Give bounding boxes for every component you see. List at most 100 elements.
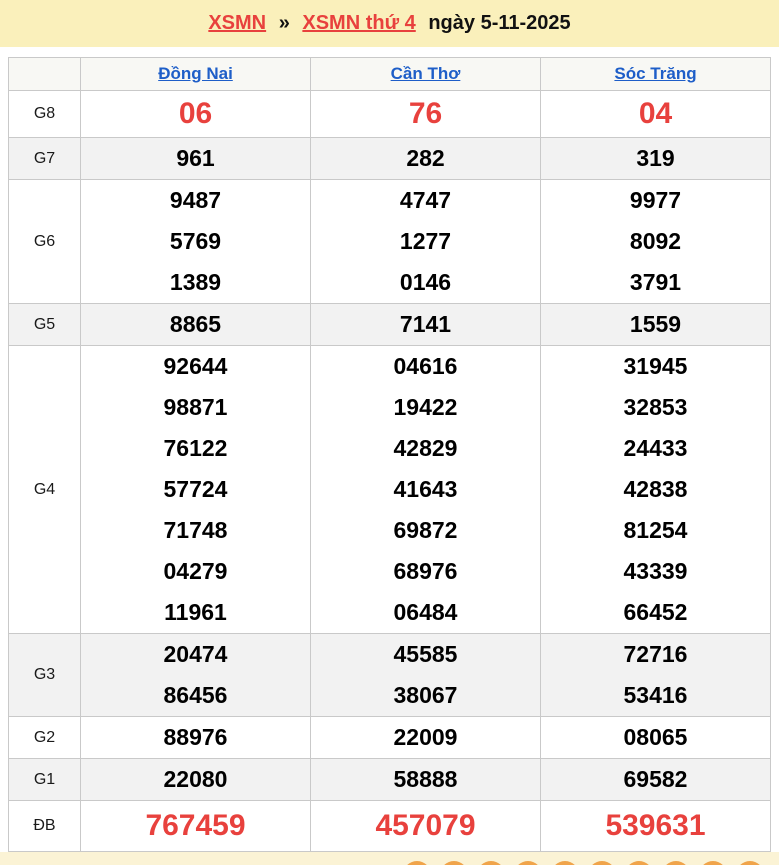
prize-cell-G1-col0: 22080 <box>80 758 311 801</box>
loto-ball <box>477 861 505 865</box>
prize-row-G1: G1 22080 58888 69582 <box>8 758 771 801</box>
prize-cell-G2-col1: 22009 <box>310 716 541 759</box>
prize-cell-G1-col2: 69582 <box>540 758 771 801</box>
prize-number: 76122 <box>163 435 228 461</box>
prize-row-G2: G2 88976 22009 08065 <box>8 716 771 759</box>
loto-ball <box>514 861 542 865</box>
prize-number: 8865 <box>169 311 222 337</box>
prize-cell-G6-col1: 4747 1277 0146 <box>310 179 541 304</box>
prize-number: 5769 <box>169 228 222 254</box>
prize-cell-G5-col1: 7141 <box>310 303 541 346</box>
loto-ball <box>699 861 727 865</box>
page-title: XSMN » XSMN thứ 4 ngày 5-11-2025 <box>208 12 570 35</box>
prize-row-G3: G3 20474 86456 45585 38067 72716 53416 <box>8 633 771 717</box>
prize-number: 539631 <box>605 809 706 842</box>
province-link[interactable]: Cần Thơ <box>390 64 461 83</box>
prize-number: 06 <box>178 97 213 130</box>
loto-ball <box>588 861 616 865</box>
column-header-2: Sóc Trăng <box>540 57 771 91</box>
prize-number: 04 <box>638 97 673 130</box>
prize-number: 69872 <box>393 517 458 543</box>
prize-label-G5: G5 <box>8 303 81 346</box>
prize-cell-G7-col0: 961 <box>80 137 311 180</box>
prize-cell-G4-col0: 92644 98871 76122 57724 71748 04279 11961 <box>80 345 311 634</box>
province-link[interactable]: Đồng Nai <box>158 64 233 83</box>
xsmn-weekday-link[interactable]: XSMN thứ 4 <box>302 12 416 34</box>
prize-number: 92644 <box>163 353 228 379</box>
prize-number: 42829 <box>393 435 458 461</box>
prize-cell-G7-col2: 319 <box>540 137 771 180</box>
prize-label-DB: ĐB <box>8 800 81 852</box>
prize-number: 22080 <box>163 766 228 792</box>
prize-number: 98871 <box>163 394 228 420</box>
loto-balls-strip <box>0 852 779 865</box>
prize-number: 04616 <box>393 353 458 379</box>
prize-number: 04279 <box>163 558 228 584</box>
loto-ball <box>440 861 468 865</box>
prize-label-G3: G3 <box>8 633 81 717</box>
column-header-1: Cần Thơ <box>310 57 541 91</box>
prize-cell-G4-col2: 31945 32853 24433 42838 81254 43339 66452 <box>540 345 771 634</box>
corner-cell <box>8 57 81 91</box>
prize-cell-G7-col1: 282 <box>310 137 541 180</box>
page-header: XSMN » XSMN thứ 4 ngày 5-11-2025 <box>0 0 779 47</box>
prize-number: 69582 <box>623 766 688 792</box>
prize-number: 58888 <box>393 766 458 792</box>
prize-row-G4: G4 92644 98871 76122 57724 71748 04279 11961 046… <box>8 345 771 634</box>
prize-number: 319 <box>636 145 675 171</box>
prize-cell-G5-col2: 1559 <box>540 303 771 346</box>
prize-cell-G6-col2: 9977 8092 3791 <box>540 179 771 304</box>
prize-number: 9977 <box>629 187 682 213</box>
prize-cell-G8-col2: 04 <box>540 90 771 138</box>
prize-cell-DB-col1: 457079 <box>310 800 541 852</box>
prize-number: 72716 <box>623 641 688 667</box>
prize-number: 767459 <box>145 809 246 842</box>
prize-number: 53416 <box>623 682 688 708</box>
loto-ball <box>625 861 653 865</box>
prize-number: 11961 <box>164 599 227 625</box>
prize-label-G7: G7 <box>8 137 81 180</box>
prize-number: 81254 <box>623 517 688 543</box>
results-table-body: G8 06 76 04 G7 961 282 319 G6 9487 5769 1389 4747 127… <box>8 90 771 852</box>
prize-number: 1277 <box>399 228 452 254</box>
prize-number: 31945 <box>623 353 688 379</box>
prize-cell-G4-col1: 04616 19422 42829 41643 69872 68976 06484 <box>310 345 541 634</box>
prize-cell-G3-col0: 20474 86456 <box>80 633 311 717</box>
prize-number: 1389 <box>169 269 222 295</box>
prize-number: 86456 <box>163 682 228 708</box>
prize-number: 88976 <box>163 724 228 750</box>
province-link[interactable]: Sóc Trăng <box>614 64 697 83</box>
prize-label-G6: G6 <box>8 179 81 304</box>
prize-number: 66452 <box>623 599 688 625</box>
prize-cell-G1-col1: 58888 <box>310 758 541 801</box>
prize-number: 71748 <box>163 517 228 543</box>
prize-cell-G6-col0: 9487 5769 1389 <box>80 179 311 304</box>
prize-cell-G2-col0: 88976 <box>80 716 311 759</box>
prize-row-G6: G6 9487 5769 1389 4747 1277 0146 9977 8092 3791 <box>8 179 771 304</box>
column-header-0: Đồng Nai <box>80 57 311 91</box>
prize-number: 19422 <box>393 394 458 420</box>
prize-number: 42838 <box>623 476 688 502</box>
prize-number: 32853 <box>623 394 688 420</box>
prize-cell-G3-col2: 72716 53416 <box>540 633 771 717</box>
prize-number: 68976 <box>393 558 458 584</box>
prize-number: 57724 <box>163 476 228 502</box>
prize-cell-G8-col0: 06 <box>80 90 311 138</box>
prize-cell-G5-col0: 8865 <box>80 303 311 346</box>
breadcrumb-separator: » <box>278 12 290 34</box>
loto-ball <box>662 861 690 865</box>
xsmn-link[interactable]: XSMN <box>208 12 267 34</box>
prize-cell-DB-col2: 539631 <box>540 800 771 852</box>
prize-number: 43339 <box>623 558 688 584</box>
prize-number: 9487 <box>169 187 222 213</box>
prize-cell-G3-col1: 45585 38067 <box>310 633 541 717</box>
prize-label-G2: G2 <box>8 716 81 759</box>
prize-cell-G2-col2: 08065 <box>540 716 771 759</box>
prize-number: 0146 <box>399 269 452 295</box>
loto-ball <box>551 861 579 865</box>
prize-row-G7: G7 961 282 319 <box>8 137 771 180</box>
prize-label-G4: G4 <box>8 345 81 634</box>
prize-number: 8092 <box>629 228 682 254</box>
prize-number: 76 <box>408 97 443 130</box>
prize-number: 41643 <box>393 476 458 502</box>
